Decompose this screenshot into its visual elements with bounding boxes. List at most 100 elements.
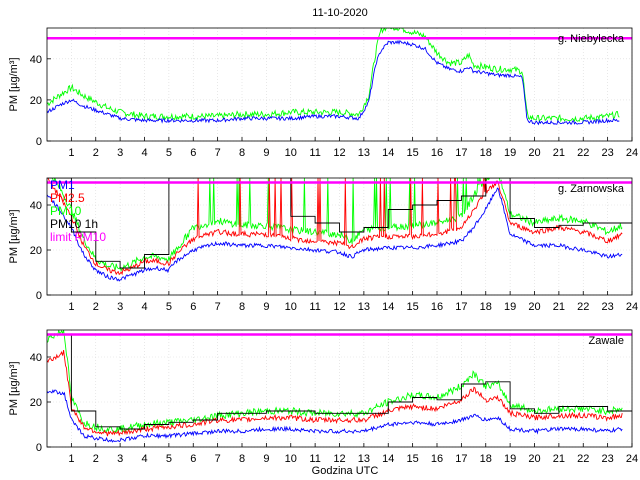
plot-area xyxy=(47,330,632,443)
x-tick-label: 23 xyxy=(602,147,614,159)
y-axis-label: PM [µg/m³] xyxy=(8,361,20,415)
x-tick-label: 2 xyxy=(93,301,99,313)
x-tick-label: 7 xyxy=(215,301,221,313)
panel-3: 1 2 3 4 5 6 7 8 9 10 11 12 13 14 15 16 17 18 19 20 21 22 23 240… xyxy=(8,329,638,465)
series-pm1 xyxy=(47,187,623,282)
x-tick-label: 16 xyxy=(431,301,443,313)
y-tick-label: 20 xyxy=(30,245,42,257)
x-axis-label: Godzina UTC xyxy=(312,465,379,477)
x-tick-label: 15 xyxy=(407,453,419,465)
series-pm1 xyxy=(47,39,620,126)
x-tick-label: 18 xyxy=(480,301,492,313)
x-tick-label: 19 xyxy=(504,453,516,465)
x-tick-label: 22 xyxy=(577,301,589,313)
station-name: g. Niebylecka xyxy=(558,33,625,45)
x-tick-label: 6 xyxy=(190,453,196,465)
x-tick-label: 16 xyxy=(431,453,443,465)
x-tick-label: 21 xyxy=(553,301,565,313)
x-tick-label: 5 xyxy=(166,147,172,159)
x-tick-label: 24 xyxy=(626,147,638,159)
y-tick-label: 20 xyxy=(30,397,42,409)
series-pm10 xyxy=(47,28,620,124)
series-pm10_1h xyxy=(47,178,632,269)
y-tick-label: 0 xyxy=(36,442,42,454)
x-tick-label: 24 xyxy=(626,301,638,313)
x-tick-label: 17 xyxy=(455,147,467,159)
plot-area xyxy=(47,178,632,282)
legend-entry: PM10 1h xyxy=(50,217,98,231)
x-tick-label: 12 xyxy=(333,147,345,159)
panel-2: 1 2 3 4 5 6 7 8 9 10 11 12 13 14 15 16 17 18 19 20 21 22 23 240… xyxy=(8,177,638,313)
x-tick-label: 17 xyxy=(455,301,467,313)
x-tick-label: 12 xyxy=(333,453,345,465)
series-pm10_1h xyxy=(47,334,632,430)
x-tick-label: 17 xyxy=(455,453,467,465)
series-pm10 xyxy=(47,178,623,272)
x-tick-label: 8 xyxy=(239,453,245,465)
x-tick-label: 20 xyxy=(528,301,540,313)
x-tick-label: 11 xyxy=(309,147,320,159)
legend-entry: PM2.5 xyxy=(50,191,85,205)
x-tick-label: 16 xyxy=(431,147,443,159)
x-tick-label: 14 xyxy=(382,147,394,159)
x-tick-label: 22 xyxy=(577,147,589,159)
x-tick-label: 15 xyxy=(407,147,419,159)
x-tick-label: 10 xyxy=(285,147,297,159)
x-tick-label: 4 xyxy=(141,453,147,465)
series-pm1 xyxy=(47,389,623,443)
x-tick-label: 1 xyxy=(68,453,74,465)
legend-entry: PM1 xyxy=(50,178,75,192)
x-tick-label: 2 xyxy=(93,147,99,159)
x-tick-label: 1 xyxy=(68,147,74,159)
x-tick-label: 14 xyxy=(382,453,394,465)
x-tick-label: 6 xyxy=(190,147,196,159)
x-tick-label: 21 xyxy=(553,453,565,465)
x-tick-label: 13 xyxy=(358,301,370,313)
x-tick-label: 15 xyxy=(407,301,419,313)
x-tick-label: 23 xyxy=(602,453,614,465)
x-tick-label: 18 xyxy=(480,453,492,465)
y-axis-label: PM [µg/m³] xyxy=(8,209,20,263)
x-tick-label: 19 xyxy=(504,301,516,313)
x-tick-label: 5 xyxy=(166,301,172,313)
x-tick-label: 13 xyxy=(358,147,370,159)
x-tick-label: 19 xyxy=(504,147,516,159)
x-tick-label: 20 xyxy=(528,147,540,159)
x-tick-label: 3 xyxy=(117,301,123,313)
x-tick-label: 13 xyxy=(358,453,370,465)
y-tick-label: 20 xyxy=(30,95,42,107)
panel-1: 1 2 3 4 5 6 7 8 9 10 11 12 13 14 15 16 17 18 19 20 21 22 23 240… xyxy=(8,27,638,159)
x-tick-label: 8 xyxy=(239,147,245,159)
x-tick-label: 3 xyxy=(117,147,123,159)
grid xyxy=(47,28,633,142)
x-tick-label: 1 xyxy=(68,301,74,313)
series-pm25 xyxy=(47,178,623,276)
y-tick-label: 0 xyxy=(36,136,42,148)
station-name: Zawale xyxy=(589,335,624,347)
series-pm25 xyxy=(47,350,623,437)
x-tick-label: 11 xyxy=(309,453,320,465)
y-tick-label: 40 xyxy=(30,54,42,66)
y-tick-label: 0 xyxy=(36,290,42,302)
legend-entry: limit PM10 xyxy=(50,230,106,244)
grid xyxy=(47,178,633,296)
x-tick-label: 21 xyxy=(553,147,565,159)
x-tick-label: 4 xyxy=(141,147,147,159)
x-tick-label: 9 xyxy=(263,453,269,465)
x-tick-label: 9 xyxy=(263,147,269,159)
x-tick-label: 8 xyxy=(239,301,245,313)
station-name: g. Zarnowska xyxy=(558,183,625,195)
x-tick-label: 22 xyxy=(577,453,589,465)
x-tick-label: 10 xyxy=(285,453,297,465)
x-tick-label: 10 xyxy=(285,301,297,313)
y-tick-label: 40 xyxy=(30,352,42,364)
x-tick-label: 3 xyxy=(117,453,123,465)
x-tick-label: 4 xyxy=(141,301,147,313)
x-tick-label: 23 xyxy=(602,301,614,313)
x-tick-label: 7 xyxy=(215,453,221,465)
x-tick-label: 9 xyxy=(263,301,269,313)
x-tick-label: 7 xyxy=(215,147,221,159)
x-tick-label: 18 xyxy=(480,147,492,159)
x-tick-label: 6 xyxy=(190,301,196,313)
